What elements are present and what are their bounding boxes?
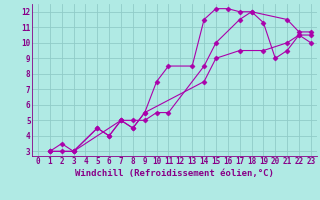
X-axis label: Windchill (Refroidissement éolien,°C): Windchill (Refroidissement éolien,°C) bbox=[75, 169, 274, 178]
